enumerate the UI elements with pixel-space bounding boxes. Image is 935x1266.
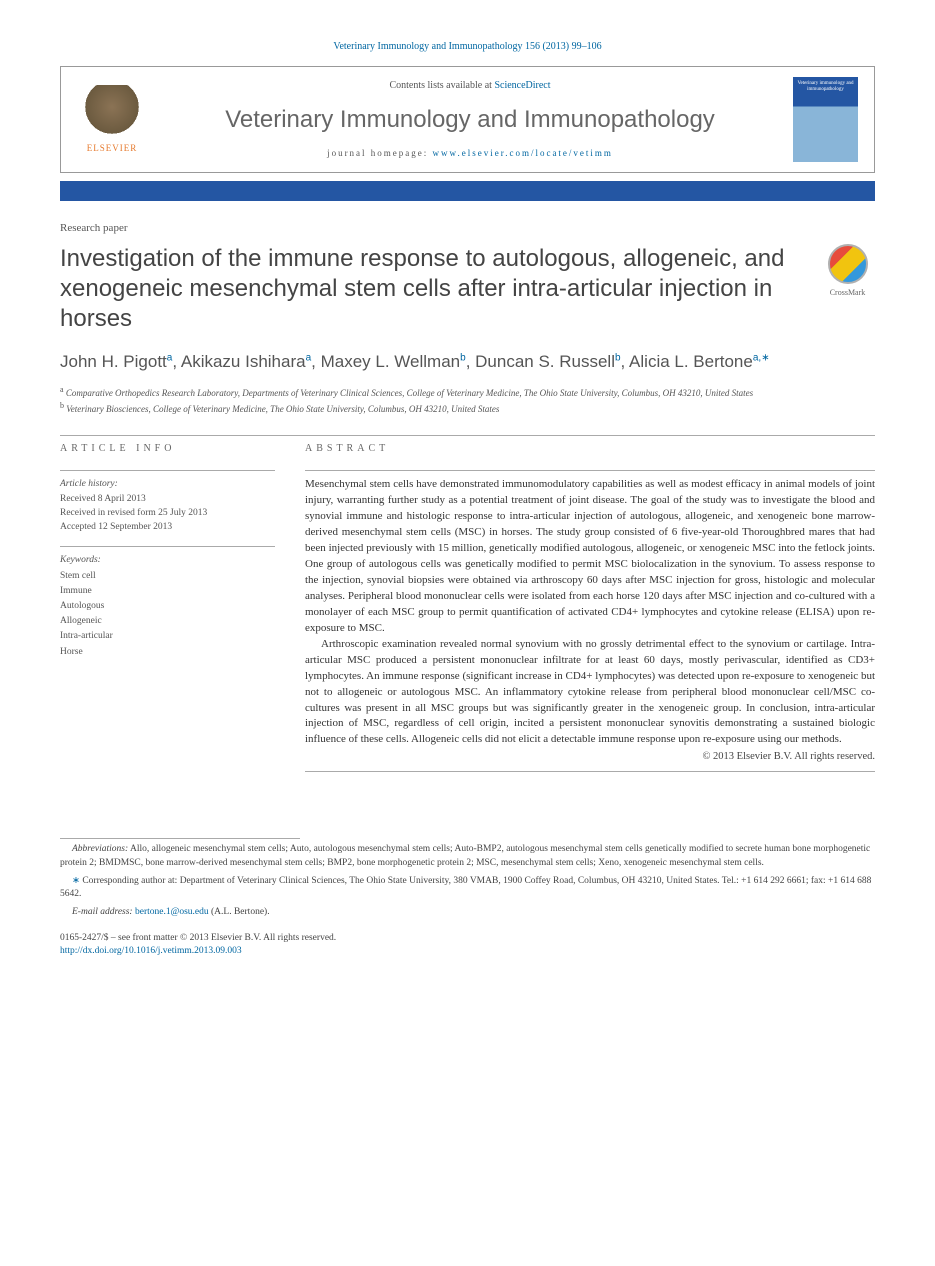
received-date: Received 8 April 2013 <box>60 494 146 504</box>
cover-text: Veterinary immunology and immunopatholog… <box>793 77 858 97</box>
abstract-heading: abstract <box>305 442 875 456</box>
corresponding-marker: ∗ <box>761 353 769 364</box>
contents-prefix: Contents lists available at <box>389 80 494 91</box>
article-info-heading: article info <box>60 442 275 456</box>
crossmark-label: CrossMark <box>820 287 875 298</box>
contents-available-line: Contents lists available at ScienceDirec… <box>167 79 773 93</box>
keyword: Stem cell <box>60 571 96 581</box>
email-link[interactable]: bertone.1@osu.edu <box>135 907 209 917</box>
keyword: Autologous <box>60 601 104 611</box>
keyword: Intra-articular <box>60 631 113 641</box>
homepage-line: journal homepage: www.elsevier.com/locat… <box>167 147 773 160</box>
issn-line: 0165-2427/$ – see front matter © 2013 El… <box>60 932 875 945</box>
corr-marker: ∗ <box>72 876 80 886</box>
copyright-line: © 2013 Elsevier B.V. All rights reserved… <box>305 750 875 765</box>
paper-title: Investigation of the immune response to … <box>60 244 800 334</box>
masthead: ELSEVIER Contents lists available at Sci… <box>60 66 875 173</box>
email-label: E-mail address: <box>72 907 133 917</box>
keyword: Immune <box>60 586 92 596</box>
paper-type-label: Research paper <box>60 221 875 236</box>
divider <box>60 470 275 471</box>
keywords-label: Keywords: <box>60 553 275 568</box>
abstract-para-1: Mesenchymal stem cells have demonstrated… <box>305 477 875 636</box>
sciencedirect-link[interactable]: ScienceDirect <box>494 80 550 91</box>
accepted-date: Accepted 12 September 2013 <box>60 522 172 532</box>
affiliation-a: Comparative Orthopedics Research Laborat… <box>66 388 753 398</box>
crossmark-icon <box>828 244 868 284</box>
footer-notes: Abbreviations: Allo, allogeneic mesenchy… <box>60 838 875 920</box>
abbrev-text: Allo, allogeneic mesenchymal stem cells;… <box>60 844 870 868</box>
keyword: Allogeneic <box>60 616 102 626</box>
publisher-name: ELSEVIER <box>87 142 138 155</box>
bottom-info: 0165-2427/$ – see front matter © 2013 El… <box>60 932 875 959</box>
keywords-block: Keywords: Stem cell Immune Autologous Al… <box>60 553 275 659</box>
journal-cover-thumbnail: Veterinary immunology and immunopatholog… <box>793 77 858 162</box>
crossmark-badge[interactable]: CrossMark <box>820 244 875 299</box>
homepage-prefix: journal homepage: <box>327 148 432 158</box>
divider <box>60 546 275 547</box>
author-list: John H. Pigotta, Akikazu Ishiharaa, Maxe… <box>60 350 875 374</box>
corresponding-author: Corresponding author at: Department of V… <box>60 876 871 900</box>
doi-link[interactable]: http://dx.doi.org/10.1016/j.vetimm.2013.… <box>60 946 242 956</box>
abstract-para-2: Arthroscopic examination revealed normal… <box>305 637 875 749</box>
revised-date: Received in revised form 25 July 2013 <box>60 508 207 518</box>
homepage-link[interactable]: www.elsevier.com/locate/vetimm <box>433 148 613 158</box>
elsevier-logo: ELSEVIER <box>77 80 147 160</box>
divider <box>60 435 875 436</box>
journal-name: Veterinary Immunology and Immunopatholog… <box>167 103 773 137</box>
abstract-body: Mesenchymal stem cells have demonstrated… <box>305 477 875 748</box>
affiliation-b: Veterinary Biosciences, College of Veter… <box>66 404 499 414</box>
elsevier-tree-icon <box>82 85 142 140</box>
footer-rule <box>60 838 300 839</box>
divider <box>305 470 875 471</box>
affiliations: a Comparative Orthopedics Research Labor… <box>60 384 875 415</box>
history-label: Article history: <box>60 479 118 489</box>
divider <box>305 771 875 772</box>
email-suffix: (A.L. Bertone). <box>209 907 270 917</box>
header-citation: Veterinary Immunology and Immunopatholog… <box>60 40 875 54</box>
article-history: Article history: Received 8 April 2013 R… <box>60 477 275 534</box>
keyword: Horse <box>60 647 83 657</box>
abbrev-label: Abbreviations: <box>72 844 128 854</box>
blue-separator-bar <box>60 181 875 201</box>
